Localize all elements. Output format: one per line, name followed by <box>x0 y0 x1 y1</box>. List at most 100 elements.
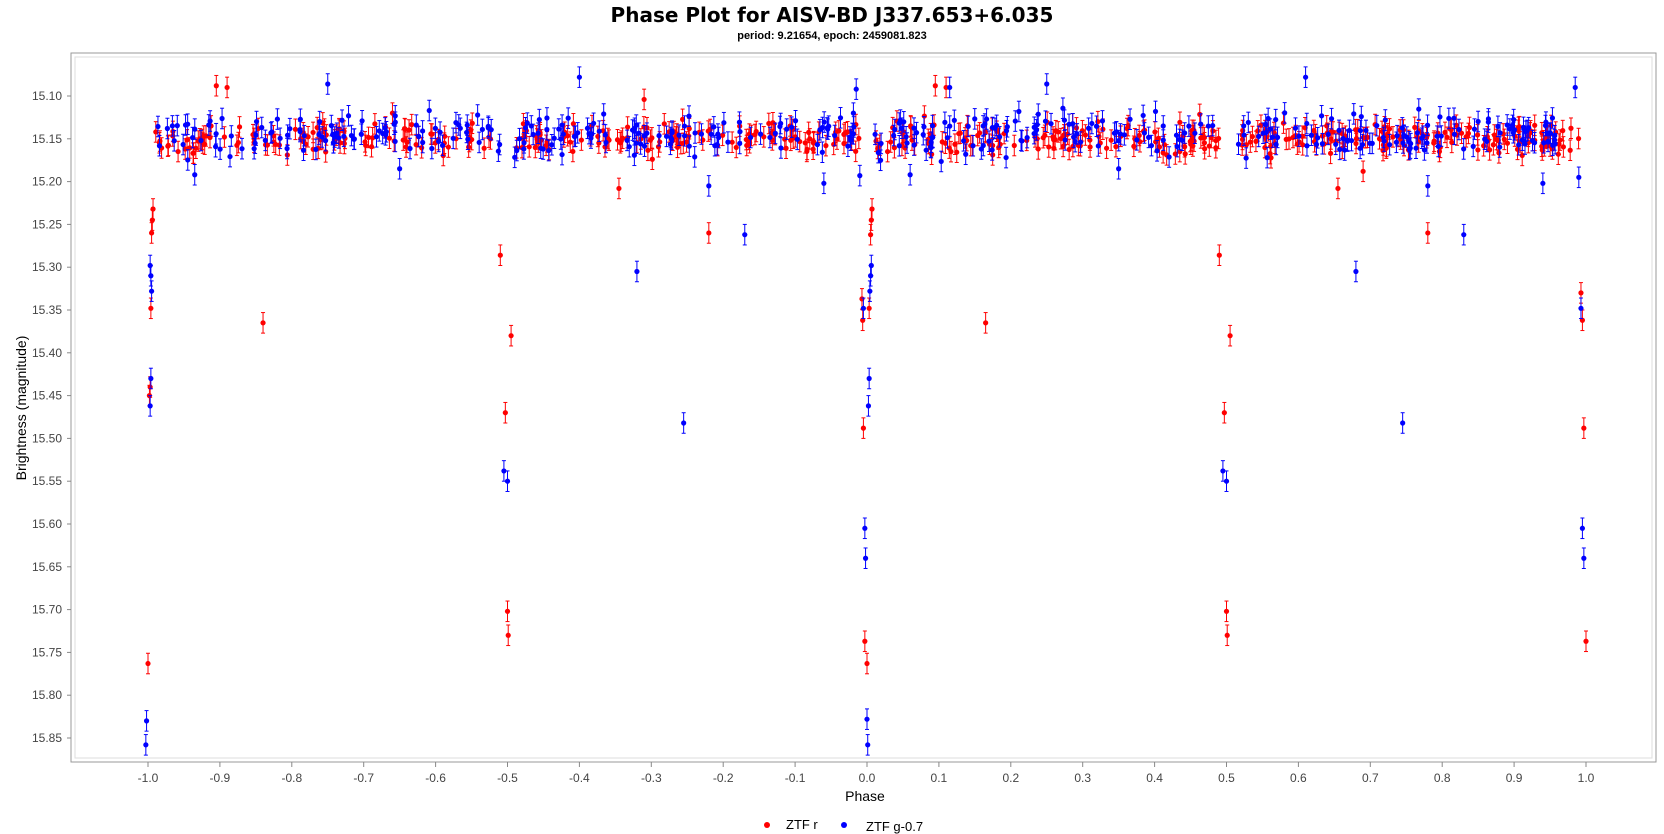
ztf-g-point <box>1342 147 1348 153</box>
ztf-g-point <box>1541 140 1547 146</box>
y-tick-label: 15.80 <box>32 688 62 702</box>
ztf-g-point <box>656 133 662 139</box>
ztf-r-point <box>402 126 408 132</box>
ztf-r-point <box>645 147 651 153</box>
ztf-g-point <box>778 145 784 151</box>
ztf-g-point <box>1304 120 1310 127</box>
plot-area <box>70 52 1657 763</box>
ztf-r-point <box>1082 132 1088 138</box>
ztf-r-point <box>1327 150 1334 156</box>
ztf-r-point <box>1335 185 1341 192</box>
ztf-g-point <box>1497 144 1503 150</box>
ztf-g-point <box>556 126 562 132</box>
ztf-r-point <box>148 230 155 236</box>
ztf-g-point <box>213 131 219 137</box>
ztf-r-point <box>1458 130 1465 136</box>
ztf-r-point <box>1353 127 1359 133</box>
ztf-g-point <box>590 120 597 126</box>
ztf-g-point <box>171 138 177 144</box>
ztf-g-point <box>669 136 675 142</box>
ztf-r-point <box>1463 134 1469 140</box>
ztf-r-point <box>1216 252 1222 258</box>
y-tick-label: 15.75 <box>32 645 62 659</box>
ztf-g-point <box>860 305 867 311</box>
ztf-g-point <box>1325 131 1331 137</box>
ztf-r-point <box>1073 125 1080 131</box>
ztf-g-point <box>228 133 234 139</box>
ztf-r-point <box>744 142 750 149</box>
ztf-g-point <box>911 142 917 148</box>
ztf-g-point <box>1245 119 1251 126</box>
ztf-r-point <box>153 129 159 135</box>
ztf-r-point <box>1206 143 1212 149</box>
ztf-g-point <box>633 140 639 146</box>
ztf-g-point <box>336 135 342 141</box>
ztf-r-point <box>429 131 435 137</box>
ztf-g-point <box>512 154 518 160</box>
ztf-g-point <box>341 133 347 139</box>
ztf-r-point <box>445 144 451 150</box>
ztf-g-point <box>464 122 470 128</box>
ztf-g-point <box>530 131 536 138</box>
ztf-g-point <box>692 130 698 136</box>
ztf-g-point <box>1024 134 1030 141</box>
ztf-r-point <box>617 140 623 146</box>
x-tick-label: -1.0 <box>138 771 159 785</box>
ztf-g-point <box>549 142 555 148</box>
x-tick-label: -0.8 <box>281 771 302 785</box>
ztf-g-point <box>1578 305 1584 311</box>
ztf-g-point <box>1394 133 1400 139</box>
ztf-r-point <box>1560 128 1566 134</box>
legend: ZTF r ZTF g-0.7 <box>764 817 923 834</box>
ztf-r-point <box>1444 134 1450 140</box>
ztf-g-point <box>1437 114 1443 120</box>
ztf-g-point <box>1461 232 1467 238</box>
ztf-g-point <box>667 141 674 147</box>
ztf-g-point <box>143 742 149 748</box>
ztf-r-point <box>1055 129 1061 135</box>
ztf-g-point <box>586 131 592 137</box>
ztf-g-point <box>546 147 552 154</box>
ztf-r-point <box>1066 146 1072 153</box>
y-tick-label: 15.15 <box>32 132 62 146</box>
ztf-r-point <box>788 137 794 143</box>
legend-label-ztf-g: ZTF g-0.7 <box>866 819 923 834</box>
ztf-g-point <box>1176 136 1183 143</box>
ztf-r-point <box>1504 140 1511 146</box>
ztf-r-point <box>578 137 584 143</box>
ztf-g-point <box>1019 138 1025 144</box>
ztf-r-point <box>766 120 772 127</box>
ztf-g-point <box>1482 136 1488 142</box>
ztf-r-point <box>570 121 576 127</box>
x-tick-label: -0.2 <box>713 771 734 785</box>
ztf-g-point <box>1095 143 1101 149</box>
y-tick-label: 15.45 <box>32 389 62 403</box>
x-tick-label: 1.0 <box>1578 771 1595 785</box>
ztf-g-point <box>862 555 869 561</box>
ztf-g-point <box>1408 141 1414 147</box>
ztf-g-point <box>436 138 442 145</box>
ztf-g-point <box>497 141 503 148</box>
ztf-g-point <box>1416 106 1422 112</box>
ztf-r-point <box>1583 638 1589 644</box>
ztf-g-point <box>576 74 583 80</box>
ztf-g-point <box>1348 137 1355 144</box>
ztf-g-point <box>1545 138 1551 144</box>
ztf-g-point <box>1186 123 1192 129</box>
ztf-r-point <box>733 144 739 151</box>
ztf-g-point <box>1451 115 1457 121</box>
ztf-g-point <box>853 86 859 92</box>
ztf-g-point <box>551 135 557 141</box>
ztf-g-point <box>180 141 186 148</box>
ztf-g-point <box>1333 141 1339 147</box>
ztf-g-point <box>1146 134 1152 140</box>
ztf-g-point <box>456 122 462 128</box>
ztf-r-point <box>679 116 686 122</box>
ztf-r-point <box>1201 134 1208 141</box>
ztf-r-point <box>1227 333 1233 339</box>
ztf-r-point <box>520 121 527 127</box>
ztf-g-point <box>913 130 920 136</box>
ztf-g-point <box>559 122 565 128</box>
ztf-r-point <box>1449 139 1455 145</box>
ztf-r-point <box>804 146 810 153</box>
